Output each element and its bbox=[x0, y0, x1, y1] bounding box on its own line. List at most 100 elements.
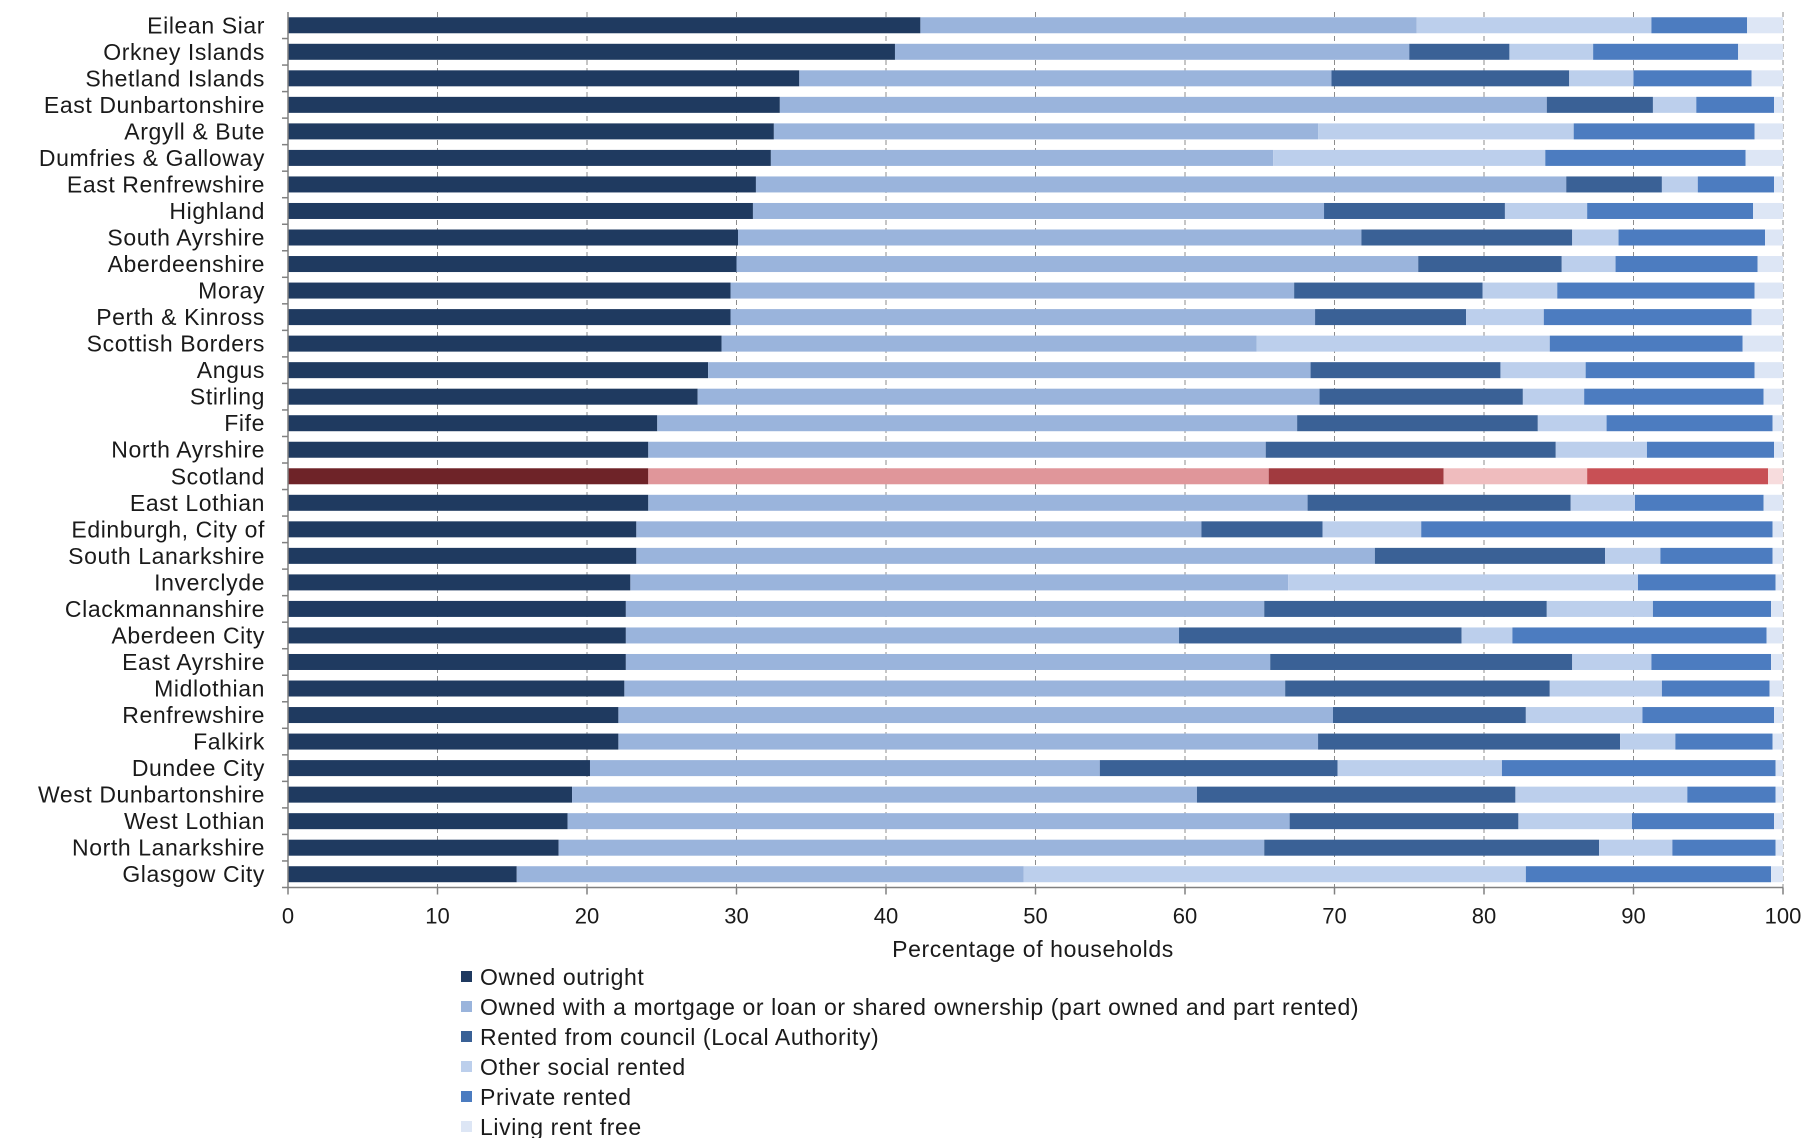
legend-swatch-2 bbox=[461, 1031, 472, 1042]
bar-west-lothian-series-5 bbox=[1774, 813, 1783, 829]
bar-scotland-series-0 bbox=[288, 468, 648, 484]
category-label-shetland-islands: Shetland Islands bbox=[85, 65, 265, 91]
bar-highland-series-3 bbox=[1505, 203, 1587, 219]
bar-moray-series-0 bbox=[288, 283, 731, 299]
bar-argyll-bute-series-5 bbox=[1755, 123, 1783, 139]
category-label-scottish-borders: Scottish Borders bbox=[87, 331, 265, 357]
bar-north-lanarkshire-series-1 bbox=[559, 840, 1265, 856]
bar-inverclyde-series-0 bbox=[288, 574, 630, 590]
category-label-eilean-siar: Eilean Siar bbox=[147, 12, 265, 38]
bar-angus-series-3 bbox=[1500, 362, 1585, 378]
x-tick-label-40: 40 bbox=[874, 903, 898, 928]
bar-aberdeenshire-series-0 bbox=[288, 256, 737, 272]
category-label-north-lanarkshire: North Lanarkshire bbox=[72, 835, 265, 861]
bar-moray-series-5 bbox=[1755, 283, 1783, 299]
x-tick-label-20: 20 bbox=[575, 903, 599, 928]
bar-perth-kinross-series-1 bbox=[731, 309, 1316, 325]
bar-eilean-siar-series-0 bbox=[288, 17, 920, 33]
bar-west-dunbartonshire-series-1 bbox=[572, 787, 1197, 803]
bar-south-lanarkshire-series-3 bbox=[1605, 548, 1660, 564]
category-label-glasgow-city: Glasgow City bbox=[122, 861, 265, 887]
bar-highland-series-1 bbox=[753, 203, 1324, 219]
bar-glasgow-city-series-3 bbox=[1024, 866, 1526, 882]
bar-fife-series-4 bbox=[1607, 415, 1773, 431]
bar-west-dunbartonshire-series-0 bbox=[288, 787, 572, 803]
bar-clackmannanshire-series-0 bbox=[288, 601, 626, 617]
bar-east-dunbartonshire-series-4 bbox=[1696, 97, 1774, 113]
legend-swatch-5 bbox=[461, 1121, 472, 1132]
bar-stirling-series-3 bbox=[1523, 389, 1584, 405]
bar-east-ayrshire-series-1 bbox=[626, 654, 1270, 670]
bar-north-ayrshire-series-0 bbox=[288, 442, 648, 458]
bar-renfrewshire-series-0 bbox=[288, 707, 618, 723]
bar-stirling-series-4 bbox=[1584, 389, 1763, 405]
bar-east-dunbartonshire-series-0 bbox=[288, 97, 780, 113]
x-tick-label-10: 10 bbox=[425, 903, 449, 928]
category-label-west-dunbartonshire: West Dunbartonshire bbox=[38, 782, 265, 808]
x-tick-labels: 0 10 20 30 40 50 60 70 80 90 100 bbox=[282, 903, 1801, 928]
bar-aberdeenshire-series-4 bbox=[1616, 256, 1758, 272]
category-label-edinburgh-city-of: Edinburgh, City of bbox=[71, 516, 265, 542]
bar-edinburgh-city-of-series-0 bbox=[288, 521, 636, 537]
bar-argyll-bute-series-3 bbox=[1318, 123, 1574, 139]
category-label-south-ayrshire: South Ayrshire bbox=[107, 225, 265, 251]
category-label-argyll-bute: Argyll & Bute bbox=[124, 118, 265, 144]
legend-label-5: Living rent free bbox=[480, 1114, 642, 1138]
x-tick-label-80: 80 bbox=[1472, 903, 1496, 928]
bar-east-dunbartonshire-series-1 bbox=[780, 97, 1547, 113]
bar-north-ayrshire-series-2 bbox=[1266, 442, 1556, 458]
bar-stirling-series-1 bbox=[698, 389, 1320, 405]
bar-argyll-bute-series-4 bbox=[1574, 123, 1755, 139]
bar-east-ayrshire-series-5 bbox=[1771, 654, 1783, 670]
category-label-renfrewshire: Renfrewshire bbox=[122, 702, 265, 728]
bar-shetland-islands-series-2 bbox=[1332, 70, 1570, 86]
bar-clackmannanshire-series-2 bbox=[1264, 601, 1547, 617]
bar-dundee-city-series-3 bbox=[1337, 760, 1501, 776]
bar-orkney-islands-series-2 bbox=[1409, 44, 1509, 60]
bar-dumfries-galloway-series-1 bbox=[771, 150, 1273, 166]
legend-label-2: Rented from council (Local Authority) bbox=[480, 1024, 879, 1050]
bar-highland-series-5 bbox=[1753, 203, 1783, 219]
bar-east-ayrshire-series-0 bbox=[288, 654, 626, 670]
bar-angus-series-1 bbox=[708, 362, 1310, 378]
bar-south-ayrshire-series-5 bbox=[1765, 230, 1783, 246]
bar-renfrewshire-series-5 bbox=[1774, 707, 1783, 723]
bar-scotland-series-5 bbox=[1768, 468, 1783, 484]
bar-south-ayrshire-series-0 bbox=[288, 230, 738, 246]
bar-north-lanarkshire-series-2 bbox=[1264, 840, 1599, 856]
bar-west-dunbartonshire-series-2 bbox=[1197, 787, 1515, 803]
legend: Owned outright Owned with a mortgage or l… bbox=[461, 964, 1359, 1138]
bar-glasgow-city-series-0 bbox=[288, 866, 517, 882]
bar-scotland-series-4 bbox=[1587, 468, 1768, 484]
bar-east-dunbartonshire-series-3 bbox=[1653, 97, 1696, 113]
bar-midlothian-series-3 bbox=[1550, 681, 1662, 697]
x-tick-label-50: 50 bbox=[1023, 903, 1047, 928]
category-label-dumfries-galloway: Dumfries & Galloway bbox=[39, 145, 265, 171]
bar-north-ayrshire-series-5 bbox=[1774, 442, 1783, 458]
bar-highland-series-4 bbox=[1587, 203, 1753, 219]
bar-stirling-series-0 bbox=[288, 389, 698, 405]
bar-east-lothian-series-5 bbox=[1764, 495, 1783, 511]
bar-midlothian-series-5 bbox=[1770, 681, 1783, 697]
bar-west-dunbartonshire-series-4 bbox=[1687, 787, 1775, 803]
bar-fife-series-0 bbox=[288, 415, 657, 431]
bar-midlothian-series-0 bbox=[288, 681, 624, 697]
bar-highland-series-0 bbox=[288, 203, 753, 219]
bar-west-dunbartonshire-series-3 bbox=[1515, 787, 1687, 803]
category-label-scotland: Scotland bbox=[171, 463, 265, 489]
bar-eilean-siar-series-1 bbox=[920, 17, 1416, 33]
bar-dundee-city-series-5 bbox=[1776, 760, 1783, 776]
bar-fife-series-2 bbox=[1297, 415, 1538, 431]
bar-scottish-borders-series-1 bbox=[722, 336, 1257, 352]
bar-south-lanarkshire-series-1 bbox=[636, 548, 1375, 564]
bar-clackmannanshire-series-1 bbox=[626, 601, 1264, 617]
bar-west-lothian-series-1 bbox=[568, 813, 1290, 829]
category-label-fife: Fife bbox=[224, 410, 265, 436]
bar-shetland-islands-series-0 bbox=[288, 70, 799, 86]
bar-east-renfrewshire-series-4 bbox=[1698, 176, 1774, 192]
bar-scotland-series-3 bbox=[1444, 468, 1588, 484]
bar-dumfries-galloway-series-5 bbox=[1746, 150, 1783, 166]
bar-south-lanarkshire-series-5 bbox=[1773, 548, 1783, 564]
bar-scottish-borders-series-4 bbox=[1550, 336, 1743, 352]
bar-aberdeen-city-series-3 bbox=[1462, 627, 1513, 643]
